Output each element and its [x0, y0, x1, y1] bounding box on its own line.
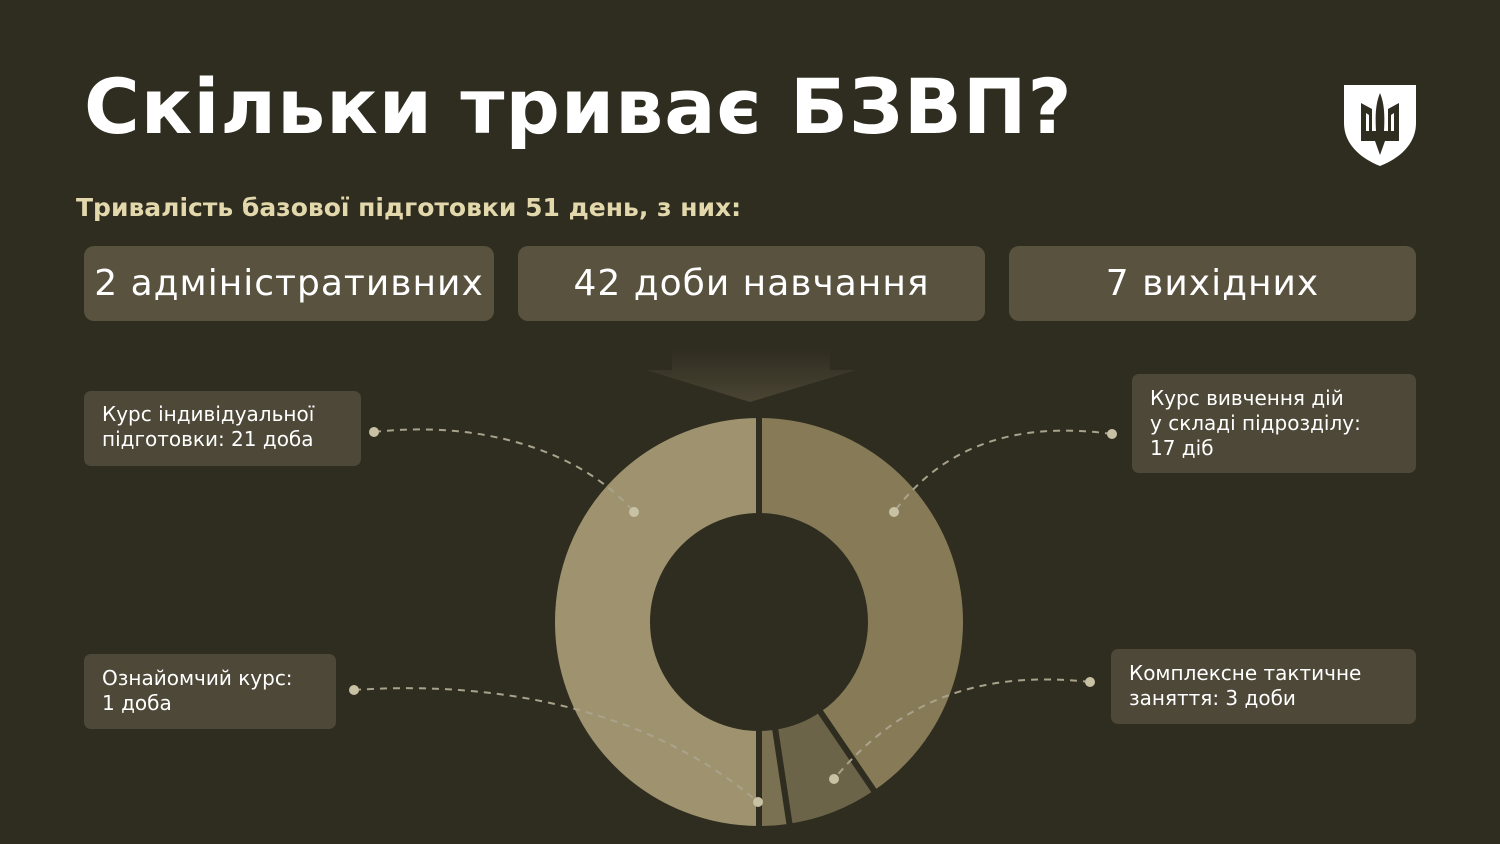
subtitle: Тривалість базової підготовки 51 день, з…	[76, 193, 742, 222]
trident-shield-icon	[1342, 83, 1418, 171]
connector-tactical	[833, 678, 1091, 780]
dot-unit-inner	[889, 507, 899, 517]
summary-admin-days: 2 адміністративних	[84, 246, 494, 321]
label-unit-course: Курс вивчення дій у складі підрозділу: 1…	[1132, 374, 1416, 473]
dot-individual	[369, 427, 379, 437]
label-tactical-exercise: Комплексне тактичне заняття: 3 доби	[1111, 649, 1416, 724]
dot-unit	[1107, 429, 1117, 439]
dot-intro	[349, 685, 359, 695]
label-intro-course: Ознайомчий курс: 1 доба	[84, 654, 336, 729]
summary-days-off: 7 вихідних	[1009, 246, 1416, 321]
down-arrow-icon	[646, 348, 856, 402]
connector-individual	[373, 428, 635, 513]
dot-tactical-inner	[829, 774, 839, 784]
summary-training-days: 42 доби навчання	[518, 246, 985, 321]
connector-unit	[893, 429, 1113, 513]
dot-individual-inner	[629, 507, 639, 517]
dot-tactical	[1085, 677, 1095, 687]
donut-slice-0	[756, 412, 969, 797]
donut-slice-3	[549, 412, 762, 832]
page-title: Скільки триває БЗВП?	[84, 62, 1073, 151]
label-individual-course: Курс індивідуальної підготовки: 21 доба	[84, 391, 361, 466]
dot-intro-inner	[753, 797, 763, 807]
